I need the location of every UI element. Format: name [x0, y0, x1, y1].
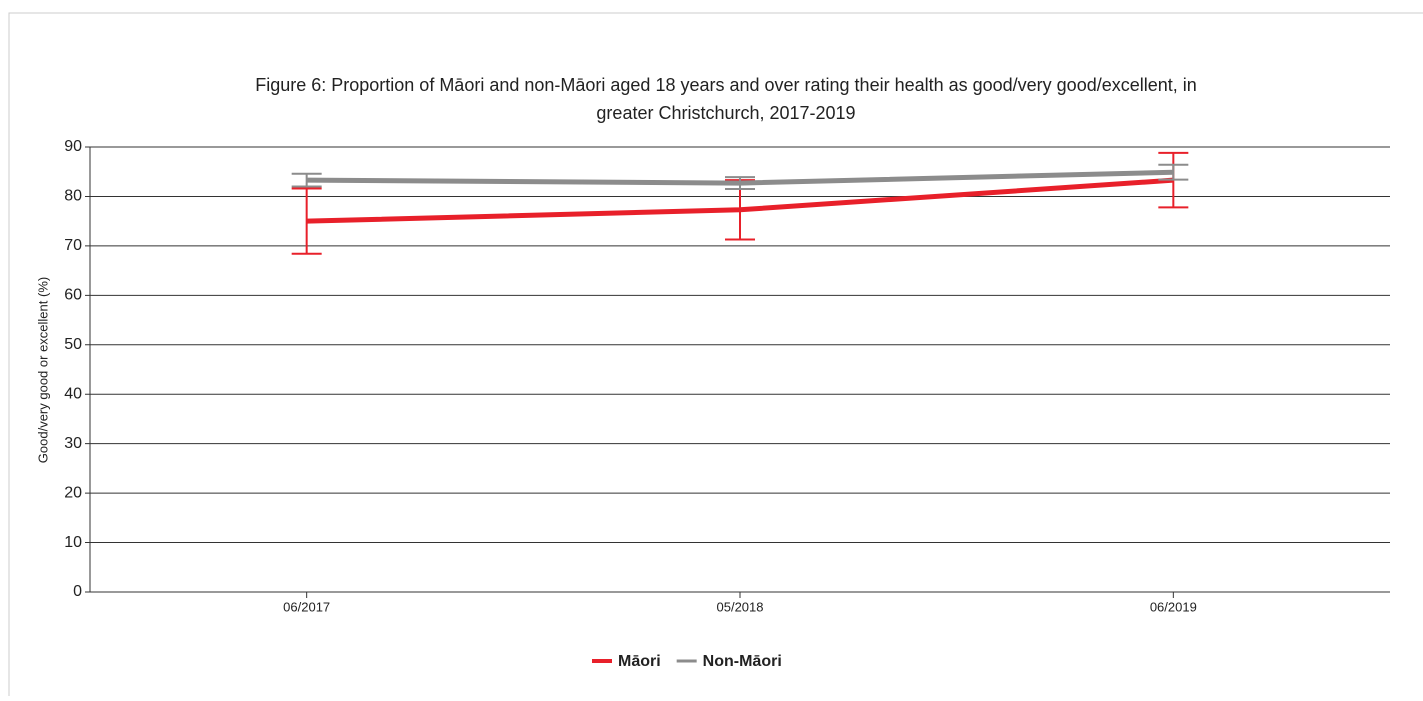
y-axis-label: Good/very good or excellent (%): [35, 277, 50, 463]
y-tick-label: 20: [64, 484, 82, 501]
x-tick-label: 05/2018: [717, 599, 764, 614]
y-tick-label: 60: [64, 287, 82, 304]
legend-label: Māori: [618, 653, 661, 670]
y-tick-label: 80: [64, 188, 82, 205]
series-line: [306, 169, 1174, 186]
chart-subtitle: greater Christchurch, 2017-2019: [596, 103, 855, 123]
y-tick-label: 40: [64, 385, 82, 402]
legend-label: Non-Māori: [703, 653, 782, 670]
frame: [8, 12, 1423, 701]
y-tick-label: 10: [64, 534, 82, 551]
y-tick-label: 70: [64, 237, 82, 254]
y-tick-label: 0: [73, 583, 82, 600]
chart-title: Figure 6: Proportion of Māori and non-Mā…: [255, 75, 1197, 95]
x-tick-label: 06/2019: [1150, 599, 1197, 614]
y-tick-label: 50: [64, 336, 82, 353]
y-tick-label: 30: [64, 435, 82, 452]
series-line: [306, 177, 1174, 224]
x-tick-label: 06/2017: [283, 599, 330, 614]
y-tick-label: 90: [64, 138, 82, 155]
